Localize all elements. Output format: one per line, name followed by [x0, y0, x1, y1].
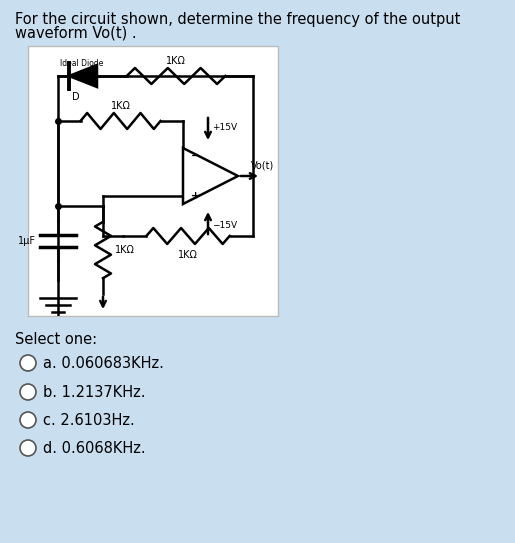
FancyBboxPatch shape [28, 46, 278, 316]
Text: d. 0.6068KHz.: d. 0.6068KHz. [43, 441, 146, 456]
Text: −15V: −15V [212, 220, 237, 230]
Text: Ideal Diode: Ideal Diode [60, 59, 104, 68]
Text: 1μF: 1μF [18, 236, 36, 246]
Text: +15V: +15V [212, 123, 237, 131]
Text: c. 2.6103Hz.: c. 2.6103Hz. [43, 413, 135, 428]
Circle shape [20, 412, 36, 428]
Text: b. 1.2137KHz.: b. 1.2137KHz. [43, 385, 146, 400]
Circle shape [20, 440, 36, 456]
Text: a. 0.060683KHz.: a. 0.060683KHz. [43, 356, 164, 371]
Text: +: + [191, 191, 200, 201]
Text: For the circuit shown, determine the frequency of the output: For the circuit shown, determine the fre… [15, 12, 460, 27]
Text: 1KΩ: 1KΩ [178, 250, 198, 260]
Text: 1KΩ: 1KΩ [166, 56, 186, 66]
Circle shape [20, 355, 36, 371]
Text: Select one:: Select one: [15, 332, 97, 347]
Text: 1KΩ: 1KΩ [115, 245, 135, 255]
Polygon shape [69, 65, 97, 87]
Text: −: − [191, 151, 200, 161]
Polygon shape [183, 148, 238, 204]
Text: 1KΩ: 1KΩ [111, 101, 130, 111]
Text: D: D [72, 92, 80, 102]
Circle shape [20, 384, 36, 400]
Text: Vo(t): Vo(t) [251, 160, 274, 170]
Text: waveform Vo(t) .: waveform Vo(t) . [15, 26, 136, 41]
